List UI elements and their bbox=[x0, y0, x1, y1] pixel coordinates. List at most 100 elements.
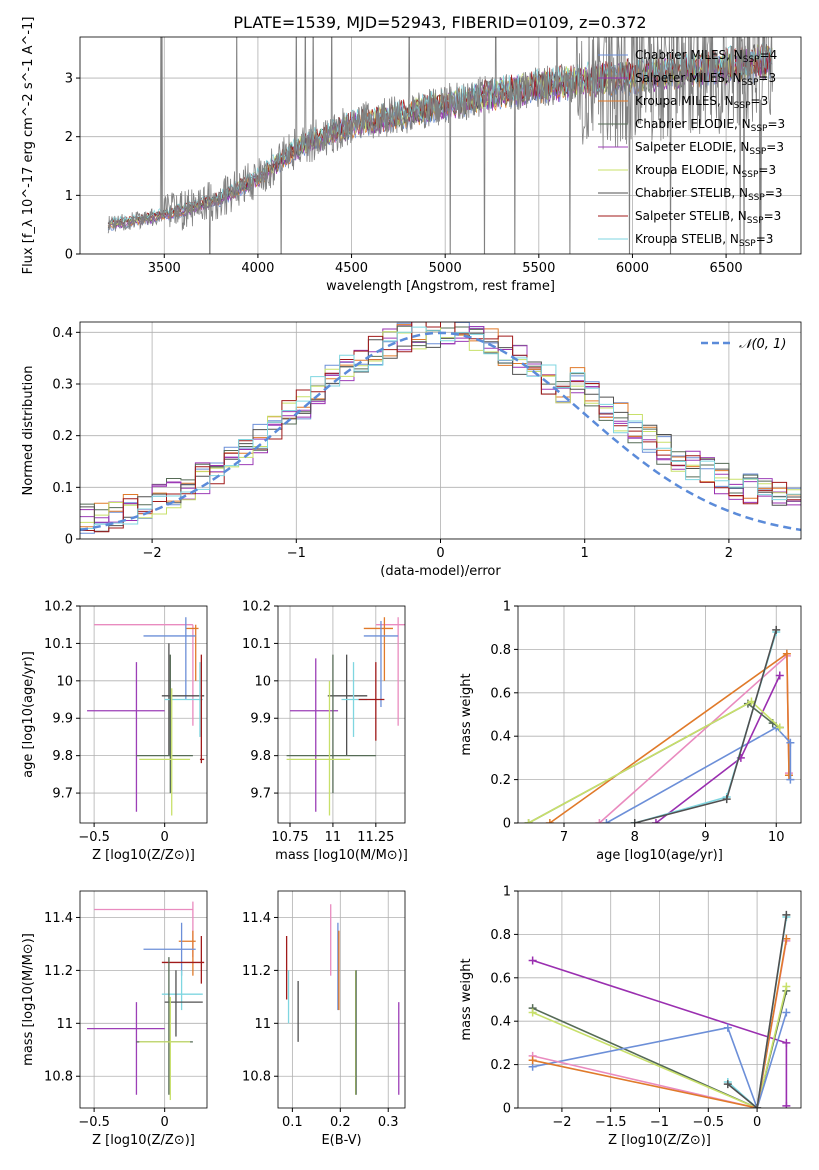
y-axis-label: mass weight bbox=[459, 673, 474, 755]
plot-area bbox=[518, 891, 801, 1108]
weight-marker bbox=[782, 982, 791, 991]
weight-marker bbox=[722, 795, 731, 804]
x-axis-label: Z [log10(Z/Z⊙)] bbox=[92, 1133, 195, 1148]
x-tick-label: −0.5 bbox=[693, 1115, 725, 1130]
axes-frame bbox=[79, 36, 802, 255]
y-tick-label: 0.4 bbox=[490, 730, 511, 745]
x-axis-label: Z [log10(Z/Z⊙)] bbox=[92, 848, 195, 863]
y-tick-label: 9.7 bbox=[52, 787, 73, 802]
y-tick-label: 0.2 bbox=[52, 429, 73, 444]
y-axis-label: Flux [f_λ 10^-17 erg cm^-2 s^-1 A^-1] bbox=[21, 17, 36, 275]
y-axis-label: mass weight bbox=[459, 958, 474, 1040]
x-tick-label: 11 bbox=[325, 830, 342, 845]
y-tick-label: 0.8 bbox=[490, 643, 511, 658]
weight-marker bbox=[524, 819, 533, 823]
weight-marker bbox=[528, 1008, 537, 1017]
y-tick-label: 0.6 bbox=[490, 971, 511, 986]
chart-ebv-mass: 0.1 0.2 0.3 10.8 11 11.2 11.4 E(B-V) bbox=[242, 890, 406, 1148]
plot-area bbox=[80, 322, 801, 539]
weight-marker bbox=[651, 819, 660, 823]
x-tick-label: 6000 bbox=[616, 261, 649, 276]
legend-label: Kroupa MILES, NSSP=3 bbox=[635, 94, 768, 111]
y-tick-label: 0 bbox=[503, 817, 511, 832]
weight-marker bbox=[782, 1101, 791, 1108]
x-tick-label: 3500 bbox=[148, 261, 181, 276]
y-tick-label: 9.8 bbox=[250, 749, 271, 764]
legend-label: Salpeter STELIB, NSSP=3 bbox=[635, 209, 781, 226]
weight-marker bbox=[775, 723, 784, 732]
y-tick-label: 1 bbox=[65, 189, 73, 204]
y-tick-label: 11.2 bbox=[44, 964, 73, 979]
y-tick-label: 11 bbox=[56, 1017, 73, 1032]
weight-marker bbox=[723, 1023, 732, 1032]
y-tick-label: 10.8 bbox=[242, 1070, 271, 1085]
x-axis-label: Z [log10(Z/Z⊙)] bbox=[608, 1133, 711, 1148]
plot-area bbox=[80, 37, 801, 254]
weight-marker bbox=[528, 1056, 537, 1065]
x-tick-label: −0.5 bbox=[78, 830, 110, 845]
legend-label: Chabrier MILES, NSSP=4 bbox=[635, 48, 777, 65]
histogram-steps bbox=[80, 332, 801, 532]
x-axis-label: wavelength [Angstrom, rest frame] bbox=[326, 279, 555, 294]
y-tick-label: 11 bbox=[254, 1017, 271, 1032]
x-tick-label: 5500 bbox=[522, 261, 555, 276]
axes-frame bbox=[517, 605, 802, 824]
x-axis-label: (data-model)/error bbox=[380, 564, 501, 579]
x-tick-label: 0 bbox=[161, 1115, 169, 1130]
y-tick-label: 0.2 bbox=[490, 1058, 511, 1073]
legend-label: Kroupa STELIB, NSSP=3 bbox=[635, 232, 773, 249]
weight-marker bbox=[630, 819, 639, 823]
weight-line bbox=[528, 702, 781, 823]
weight-line bbox=[532, 938, 788, 1108]
axes-frame bbox=[79, 605, 208, 824]
legend-label: Chabrier ELODIE, NSSP=3 bbox=[635, 117, 785, 134]
weight-marker bbox=[723, 1080, 732, 1089]
y-tick-label: 0.2 bbox=[490, 773, 511, 788]
weight-marker bbox=[753, 1104, 762, 1108]
weight-marker bbox=[782, 649, 791, 658]
weight-line bbox=[532, 986, 788, 1108]
y-tick-label: 0.4 bbox=[52, 326, 73, 341]
normal-curve bbox=[80, 331, 801, 532]
plot-area bbox=[278, 891, 405, 1108]
y-axis-label: age [log10(age/yr)] bbox=[21, 651, 36, 778]
weight-marker bbox=[784, 771, 793, 780]
x-tick-label: −1 bbox=[650, 1115, 669, 1130]
plot-area bbox=[80, 606, 207, 823]
histogram-steps bbox=[80, 322, 801, 523]
weight-marker bbox=[775, 671, 784, 680]
x-tick-label: 2 bbox=[725, 546, 733, 561]
legend-label: Chabrier STELIB, NSSP=3 bbox=[635, 186, 783, 203]
y-tick-label: 3 bbox=[65, 72, 73, 87]
x-axis-label: mass [log10(M/M⊙)] bbox=[275, 848, 408, 863]
legend-label: Salpeter ELODIE, NSSP=3 bbox=[635, 140, 784, 157]
weight-marker bbox=[545, 819, 554, 823]
chart-age-weight: 7 8 9 10 0 0.2 0.4 0.6 0.8 1 age [log10(age/yr)] ma… bbox=[459, 600, 802, 863]
y-tick-label: 9.7 bbox=[250, 787, 271, 802]
y-tick-label: 10.2 bbox=[44, 600, 73, 615]
y-tick-label: 0 bbox=[65, 248, 73, 263]
y-tick-label: 1 bbox=[503, 600, 511, 615]
weight-marker bbox=[782, 910, 791, 919]
axes-frame bbox=[277, 605, 406, 824]
chart-residuals: −2 −1 0 1 2 0 0.1 0.2 0.3 0.4 (data-model)/error No… bbox=[21, 321, 802, 579]
y-tick-label: 9.9 bbox=[52, 712, 73, 727]
y-tick-label: 0 bbox=[65, 533, 73, 548]
histogram-steps bbox=[80, 322, 801, 533]
x-tick-label: 0 bbox=[161, 830, 169, 845]
x-tick-label: 0.2 bbox=[330, 1115, 351, 1130]
x-tick-label: 7 bbox=[560, 830, 568, 845]
x-tick-label: −1.5 bbox=[595, 1115, 627, 1130]
weight-marker bbox=[595, 819, 604, 823]
y-tick-label: 0.3 bbox=[52, 378, 73, 393]
x-tick-label: 4000 bbox=[241, 261, 274, 276]
x-tick-label: −0.5 bbox=[78, 1115, 110, 1130]
observed-spectrum-line bbox=[107, 37, 774, 254]
x-tick-label: 0.1 bbox=[282, 1115, 303, 1130]
weight-marker bbox=[782, 1008, 791, 1017]
y-tick-label: 10 bbox=[56, 674, 73, 689]
weight-marker bbox=[786, 775, 795, 784]
y-tick-label: 10.1 bbox=[242, 637, 271, 652]
weight-line bbox=[727, 914, 788, 1108]
legend: Chabrier MILES, NSSP=4 Salpeter MILES, NS… bbox=[598, 48, 785, 249]
